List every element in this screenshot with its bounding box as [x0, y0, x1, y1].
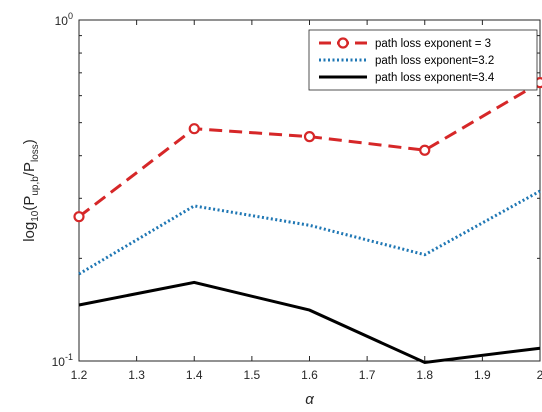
legend: path loss exponent = 3 path loss exponent…: [308, 29, 538, 91]
legend-label-2: path loss exponent=3.2: [375, 55, 494, 67]
data-point: [188, 123, 200, 135]
x-tick-label: 1.2: [71, 368, 88, 382]
legend-marker: [337, 37, 349, 49]
y-tick-label-exponent: -1: [65, 352, 73, 362]
x-tick-label: 1.8: [416, 368, 433, 382]
y-label-den-sub: loss: [30, 144, 41, 162]
y-axis-label: log10(Pup,b/Ploss): [21, 139, 41, 242]
y-tick-label-base: 10: [52, 355, 66, 369]
legend-label-1: path loss exponent = 3: [375, 38, 491, 50]
y-label-prefix-sub: 10: [30, 210, 41, 222]
y-label-open: (P: [21, 196, 38, 211]
legend-label-3: path loss exponent=3.4: [375, 72, 495, 84]
y-tick-label-exponent: 0: [68, 11, 73, 21]
x-axis-label: α: [305, 391, 314, 408]
data-point: [419, 144, 431, 156]
series-line-3: [78, 280, 541, 365]
y-tick-label: 100: [55, 11, 73, 28]
x-tick-label: 1.5: [244, 368, 261, 382]
series-layer: [73, 77, 542, 365]
y-label-num-sub: up,b: [30, 176, 41, 196]
y-label-prefix: log: [21, 222, 38, 242]
data-point: [73, 211, 85, 223]
y-tick-label: 10-1: [52, 352, 73, 369]
x-tick-label: 2: [537, 368, 542, 382]
x-tick-label: 1.7: [359, 368, 376, 382]
x-tick-label: 1.9: [474, 368, 491, 382]
y-label-slash: /P: [21, 162, 38, 176]
data-point: [303, 131, 316, 143]
x-tick-label: 1.4: [186, 368, 203, 382]
x-axis: 1.2 1.3 1.4 1.5 1.6 1.7 1.8 1.9 2: [71, 20, 542, 382]
y-tick-label-base: 10: [55, 14, 69, 28]
x-tick-label: 1.6: [301, 368, 318, 382]
x-tick-label: 1.3: [128, 368, 145, 382]
y-label-close: ): [21, 139, 38, 144]
